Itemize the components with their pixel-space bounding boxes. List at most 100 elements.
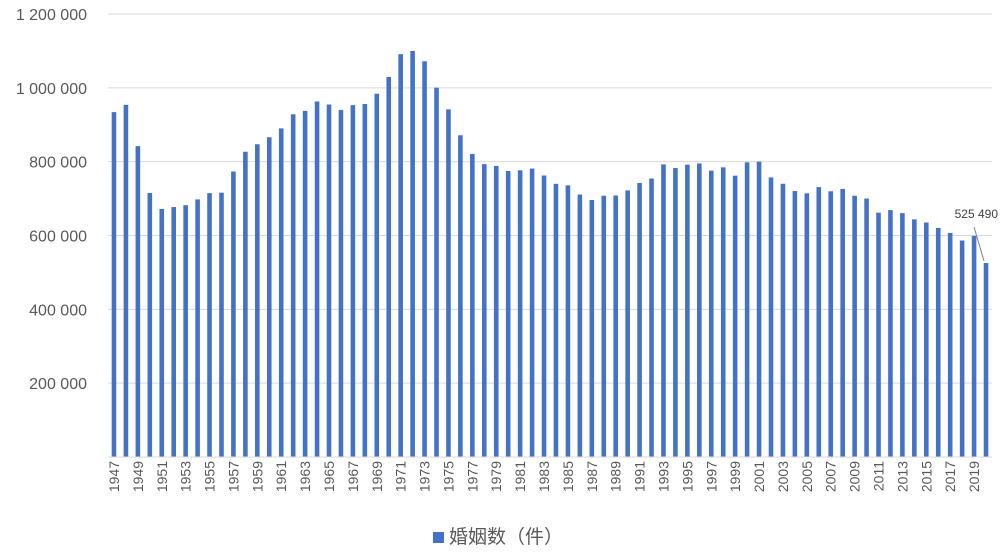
bar xyxy=(923,222,929,457)
bar xyxy=(505,171,511,457)
x-tick-label: 1957 xyxy=(225,461,241,492)
bar xyxy=(840,188,845,457)
x-tick-label: 2017 xyxy=(942,461,958,492)
x-axis: 1947 1949 1951 1953 1955 1957 1959 1961 1963 1965… xyxy=(106,461,982,492)
bar xyxy=(935,227,941,457)
x-tick-label: 1995 xyxy=(679,461,695,492)
bar xyxy=(888,210,893,457)
bar xyxy=(159,208,165,457)
x-tick-label: 1965 xyxy=(321,461,337,492)
bar xyxy=(290,114,296,457)
bar xyxy=(493,165,499,458)
bar xyxy=(470,153,475,458)
bar xyxy=(207,193,212,457)
bar xyxy=(147,193,153,457)
y-tick-label: 600 000 xyxy=(29,229,87,246)
bar xyxy=(768,177,774,457)
data-label: 525 490 xyxy=(955,207,999,221)
bar xyxy=(350,105,356,457)
x-tick-label: 1983 xyxy=(536,461,552,492)
bar xyxy=(971,235,977,457)
y-tick-label: 800 000 xyxy=(29,155,87,172)
bar xyxy=(983,263,989,457)
bar xyxy=(637,182,642,457)
bar xyxy=(446,109,451,458)
bar xyxy=(219,192,224,457)
x-tick-label: 1959 xyxy=(249,461,265,492)
x-tick-label: 1949 xyxy=(130,461,146,492)
x-tick-label: 2019 xyxy=(966,461,982,492)
bar xyxy=(780,183,786,457)
bar xyxy=(243,151,248,457)
data-labels: 525 490 xyxy=(955,207,999,262)
bar xyxy=(816,187,822,457)
x-tick-label: 1999 xyxy=(727,461,743,492)
bar xyxy=(410,50,415,457)
bar xyxy=(481,164,487,458)
bar xyxy=(541,175,547,458)
bar xyxy=(362,103,368,457)
data-label-leader xyxy=(973,226,985,262)
bar xyxy=(876,212,881,457)
bar xyxy=(458,135,463,457)
x-tick-label: 1969 xyxy=(369,461,385,492)
x-tick-label: 1953 xyxy=(178,461,194,492)
bar xyxy=(661,164,666,458)
bar xyxy=(732,175,738,457)
bar xyxy=(697,163,702,457)
bar xyxy=(302,110,308,458)
x-tick-label: 1977 xyxy=(464,461,480,492)
bar xyxy=(231,171,236,457)
x-tick-label: 1991 xyxy=(632,461,648,492)
bar xyxy=(792,191,798,457)
x-tick-label: 2015 xyxy=(918,461,934,492)
bar xyxy=(374,93,380,458)
legend-label: 婚姻数（件） xyxy=(449,526,563,548)
bar xyxy=(912,219,917,457)
x-tick-label: 2011 xyxy=(871,461,887,491)
y-tick-label: 400 000 xyxy=(29,302,87,319)
bar xyxy=(744,162,750,457)
bar xyxy=(720,167,726,457)
x-tick-label: 1979 xyxy=(488,461,504,492)
x-tick-label: 1971 xyxy=(393,461,409,492)
y-axis: 200 000 400 000 600 000 800 000 1 000 000 1 2… xyxy=(16,7,87,393)
bar xyxy=(947,232,953,457)
x-tick-label: 1987 xyxy=(584,461,600,492)
bar xyxy=(589,199,595,457)
x-tick-label: 1947 xyxy=(106,461,122,492)
bar xyxy=(900,213,905,457)
bar xyxy=(852,195,857,457)
x-tick-label: 1989 xyxy=(608,461,624,492)
bar xyxy=(338,109,344,458)
gridlines xyxy=(108,13,992,384)
bar xyxy=(434,87,439,458)
bar xyxy=(278,128,284,457)
x-tick-label: 1985 xyxy=(560,461,576,492)
bar xyxy=(708,170,714,457)
bar xyxy=(135,146,141,457)
bar xyxy=(959,240,965,457)
x-tick-label: 1961 xyxy=(273,461,289,492)
bar xyxy=(398,54,403,457)
bar xyxy=(529,168,535,457)
bar xyxy=(553,183,559,457)
x-tick-label: 1997 xyxy=(703,461,719,492)
bar xyxy=(386,76,392,457)
bar xyxy=(673,168,678,457)
bar xyxy=(685,164,690,457)
bar xyxy=(183,205,188,457)
x-tick-label: 1981 xyxy=(512,461,528,492)
bar xyxy=(314,101,320,457)
bar xyxy=(111,112,117,458)
bar xyxy=(804,193,810,457)
bar xyxy=(613,195,619,457)
bar xyxy=(565,185,571,458)
y-tick-label: 1 200 000 xyxy=(16,7,87,24)
bar xyxy=(266,137,272,457)
x-tick-label: 1951 xyxy=(154,461,170,492)
bar xyxy=(171,207,177,457)
bar xyxy=(326,104,332,457)
bar xyxy=(123,104,129,457)
